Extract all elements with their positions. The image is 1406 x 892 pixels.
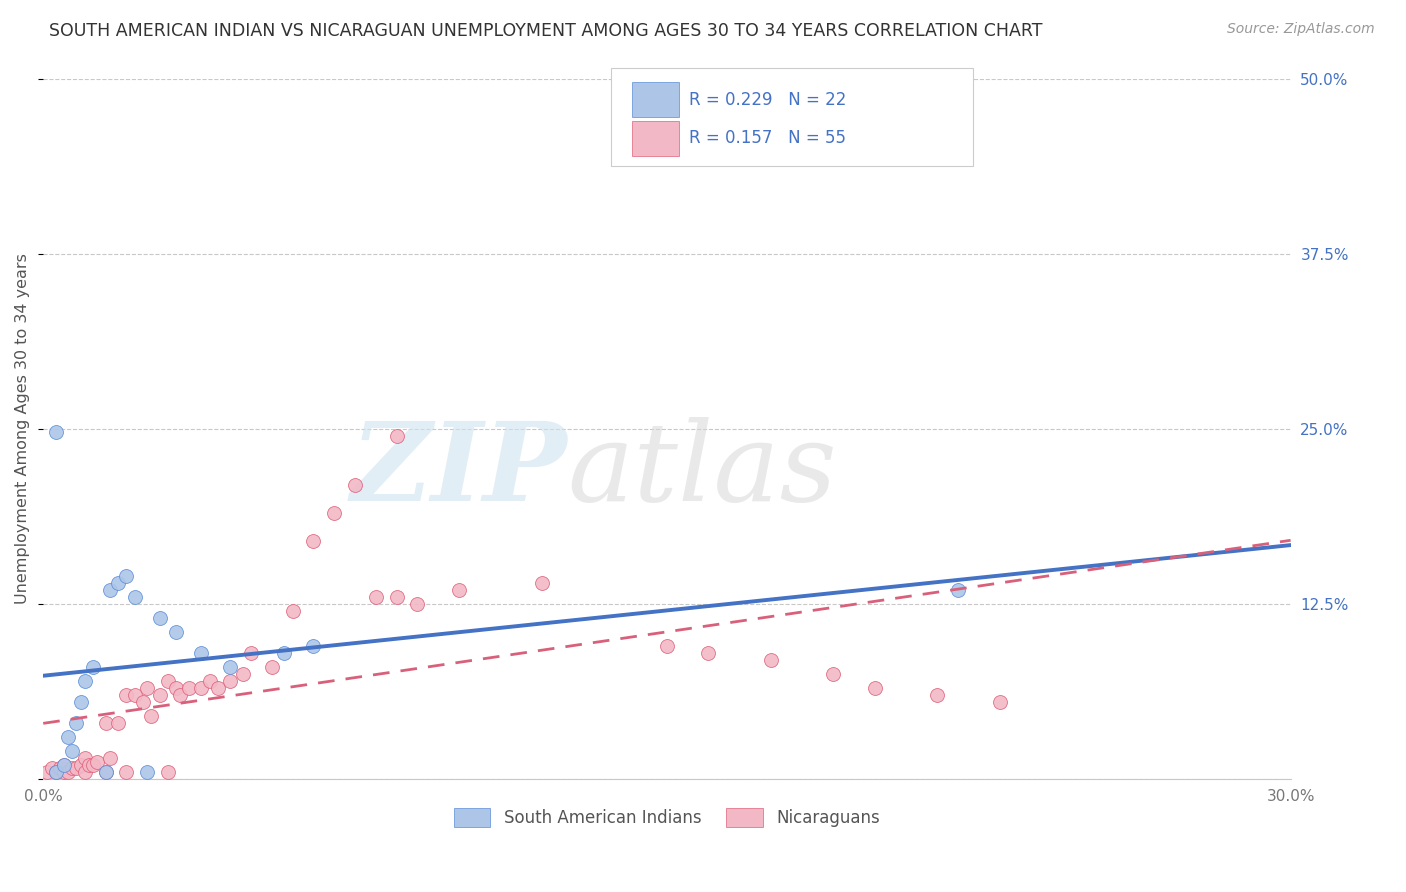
Point	[156, 673, 179, 688]
Point	[45, 425, 67, 439]
Text: R = 0.229   N = 22: R = 0.229 N = 22	[689, 91, 846, 109]
Point	[302, 533, 325, 548]
Point	[169, 688, 191, 702]
Point	[385, 590, 408, 604]
Point	[136, 681, 159, 695]
Text: Source: ZipAtlas.com: Source: ZipAtlas.com	[1227, 22, 1375, 37]
Point	[149, 611, 172, 625]
Point	[69, 758, 91, 772]
Point	[207, 681, 229, 695]
Point	[60, 744, 83, 758]
Point	[98, 582, 121, 597]
Point	[115, 688, 138, 702]
Point	[77, 758, 100, 772]
Point	[41, 761, 63, 775]
Point	[124, 590, 146, 604]
Point	[927, 688, 949, 702]
Text: R = 0.157   N = 55: R = 0.157 N = 55	[689, 129, 846, 147]
Point	[198, 673, 221, 688]
Point	[65, 715, 87, 730]
Point	[69, 695, 91, 709]
Point	[219, 660, 242, 674]
Point	[73, 673, 96, 688]
Point	[65, 761, 87, 775]
FancyBboxPatch shape	[631, 82, 679, 118]
Point	[45, 764, 67, 779]
Point	[136, 764, 159, 779]
Point	[190, 646, 212, 660]
FancyBboxPatch shape	[610, 69, 973, 166]
Point	[73, 751, 96, 765]
Point	[344, 478, 367, 492]
Point	[82, 660, 104, 674]
Point	[49, 761, 72, 775]
Point	[149, 688, 172, 702]
Point	[94, 764, 117, 779]
Point	[273, 646, 295, 660]
Point	[364, 590, 387, 604]
Point	[53, 764, 76, 779]
Point	[531, 575, 554, 590]
Text: atlas: atlas	[567, 417, 837, 524]
Point	[988, 695, 1011, 709]
Point	[240, 646, 263, 660]
Legend: South American Indians, Nicaraguans: South American Indians, Nicaraguans	[447, 801, 887, 834]
Point	[53, 758, 76, 772]
Point	[447, 582, 470, 597]
Point	[56, 730, 79, 744]
Point	[165, 624, 187, 639]
Point	[56, 764, 79, 779]
FancyBboxPatch shape	[631, 120, 679, 156]
Point	[385, 429, 408, 443]
Point	[190, 681, 212, 695]
Point	[823, 666, 845, 681]
Point	[863, 681, 886, 695]
Point	[323, 506, 346, 520]
Point	[60, 761, 83, 775]
Point	[156, 764, 179, 779]
Point	[45, 764, 67, 779]
Point	[94, 764, 117, 779]
Point	[281, 604, 304, 618]
Point	[655, 639, 678, 653]
Point	[165, 681, 187, 695]
Point	[406, 597, 429, 611]
Point	[107, 575, 129, 590]
Point	[177, 681, 200, 695]
Point	[107, 715, 129, 730]
Point	[73, 764, 96, 779]
Point	[86, 755, 108, 769]
Point	[115, 764, 138, 779]
Point	[124, 688, 146, 702]
Point	[946, 582, 969, 597]
Point	[37, 764, 59, 779]
Point	[260, 660, 283, 674]
Point	[115, 569, 138, 583]
Point	[759, 653, 782, 667]
Point	[82, 758, 104, 772]
Point	[132, 695, 155, 709]
Point	[53, 758, 76, 772]
Point	[232, 666, 254, 681]
Point	[94, 715, 117, 730]
Point	[219, 673, 242, 688]
Text: ZIP: ZIP	[350, 417, 567, 524]
Point	[302, 639, 325, 653]
Point	[697, 646, 720, 660]
Text: SOUTH AMERICAN INDIAN VS NICARAGUAN UNEMPLOYMENT AMONG AGES 30 TO 34 YEARS CORRE: SOUTH AMERICAN INDIAN VS NICARAGUAN UNEM…	[49, 22, 1043, 40]
Point	[98, 751, 121, 765]
Y-axis label: Unemployment Among Ages 30 to 34 years: Unemployment Among Ages 30 to 34 years	[15, 253, 30, 604]
Point	[141, 709, 163, 723]
